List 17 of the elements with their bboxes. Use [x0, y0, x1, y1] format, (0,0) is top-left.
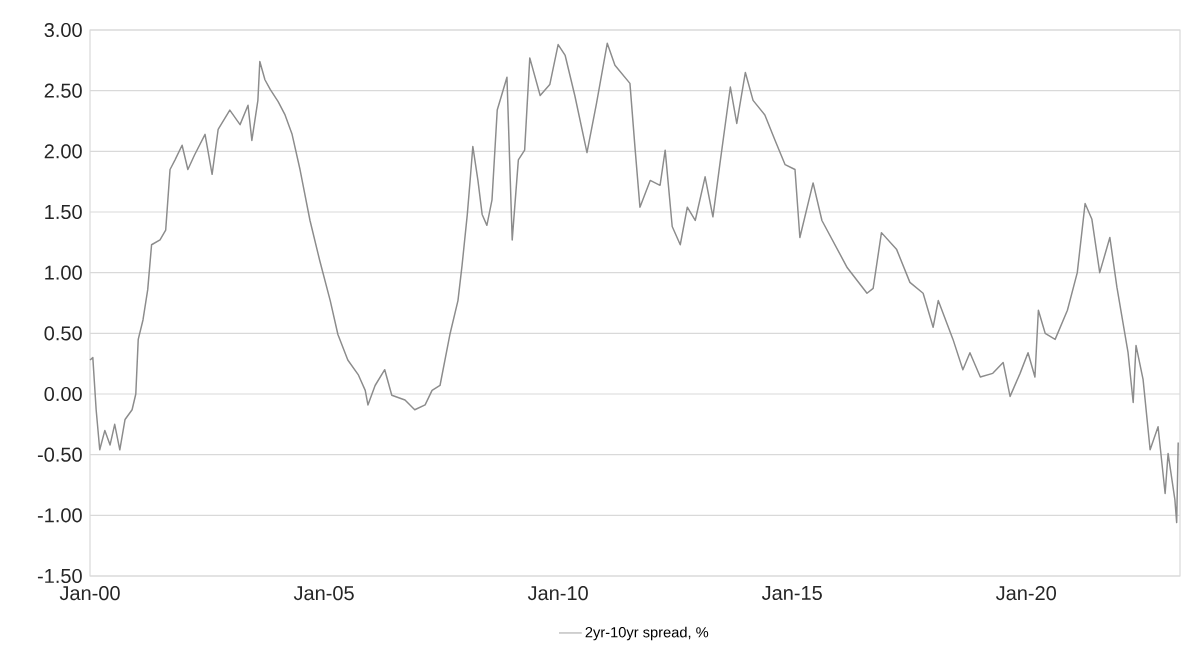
- x-tick-label: Jan-05: [293, 586, 354, 601]
- line-series: [89, 42, 1179, 524]
- x-tick-label: Jan-15: [761, 586, 822, 600]
- y-tick-label: -0.50: [37, 447, 82, 462]
- x-tick-label: Jan-20: [995, 586, 1056, 601]
- x-tick-label: Jan-10: [527, 586, 588, 601]
- legend-label: 2yr-10yr spread, %: [585, 626, 709, 641]
- y-tick-label: -1.50: [37, 568, 82, 584]
- y-tick-label: 1.50: [45, 204, 82, 220]
- y-tick-label: -1.00: [37, 508, 82, 523]
- y-tick-label: 3.00: [44, 22, 82, 38]
- x-tick-label: Jan-00: [59, 586, 120, 601]
- y-tick-label: 1.00: [45, 265, 82, 280]
- y-tick-label: 0.00: [44, 386, 82, 402]
- y-tick-label: 0.50: [44, 326, 82, 341]
- y-tick-label: 2.50: [44, 83, 82, 98]
- y-tick-label: 2.00: [44, 144, 82, 159]
